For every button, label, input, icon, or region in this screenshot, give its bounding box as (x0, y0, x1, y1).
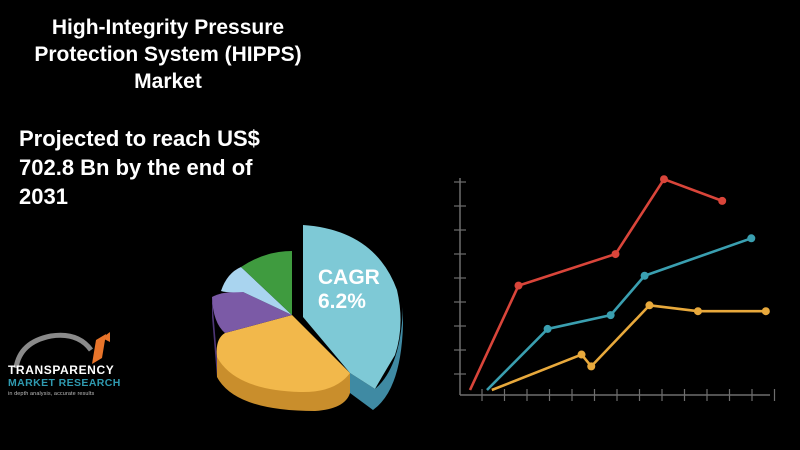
market-projection-text: Projected to reach US$ 702.8 Bn by the e… (19, 124, 319, 211)
title-line-2: Protection System (HIPPS) (34, 43, 302, 66)
series-3-point (577, 350, 586, 359)
pie-slice-cagr (303, 225, 401, 389)
series-2-point (606, 311, 615, 320)
series-line-1 (468, 177, 723, 391)
pie-slice-yellow (216, 315, 350, 393)
title-line-1: High-Integrity Pressure (51, 16, 285, 39)
pie-purple-side (212, 297, 217, 377)
series-3-point (761, 307, 770, 316)
page-title: High-Integrity Pressure Protection Syste… (0, 14, 336, 95)
series-3-point (645, 301, 654, 310)
logo-line-2: MARKET RESEARCH (8, 377, 121, 389)
logo-tagline: in depth analysis, accurate results (8, 391, 95, 397)
logo-line-1: TRANSPARENCY (8, 363, 115, 377)
pie-slice-lightblue (221, 267, 292, 315)
series-2-point (543, 324, 552, 333)
cagr-callout: CAGR 6.2% (318, 266, 380, 314)
series-1-point (660, 175, 668, 184)
series-line-3 (491, 303, 766, 392)
cagr-label: CAGR (318, 266, 380, 289)
company-logo: TRANSPARENCY MARKET RESEARCH in depth an… (8, 363, 136, 398)
pie-slice-purple (212, 291, 292, 333)
series-3-point (587, 362, 596, 371)
title-line-3: Market (134, 70, 202, 93)
series-1-point (611, 250, 620, 259)
line-chart (454, 175, 776, 401)
pie-slice-green (241, 251, 292, 315)
projection-line-3: 2031 (19, 184, 68, 209)
series-1-point (514, 281, 523, 290)
series-1-point (718, 196, 727, 205)
series-2-point (747, 234, 756, 243)
projection-line-2: 702.8 Bn by the end of (19, 155, 253, 180)
series-3-point (693, 307, 702, 316)
series-2-point (640, 271, 649, 280)
logo-swoosh-icon (13, 332, 110, 369)
pie-cagr-side (350, 307, 403, 410)
pie-illustration (212, 225, 403, 411)
series-line-2 (486, 237, 752, 391)
cagr-value: 6.2% (318, 290, 366, 313)
projection-line-1: Projected to reach US$ (19, 126, 260, 151)
